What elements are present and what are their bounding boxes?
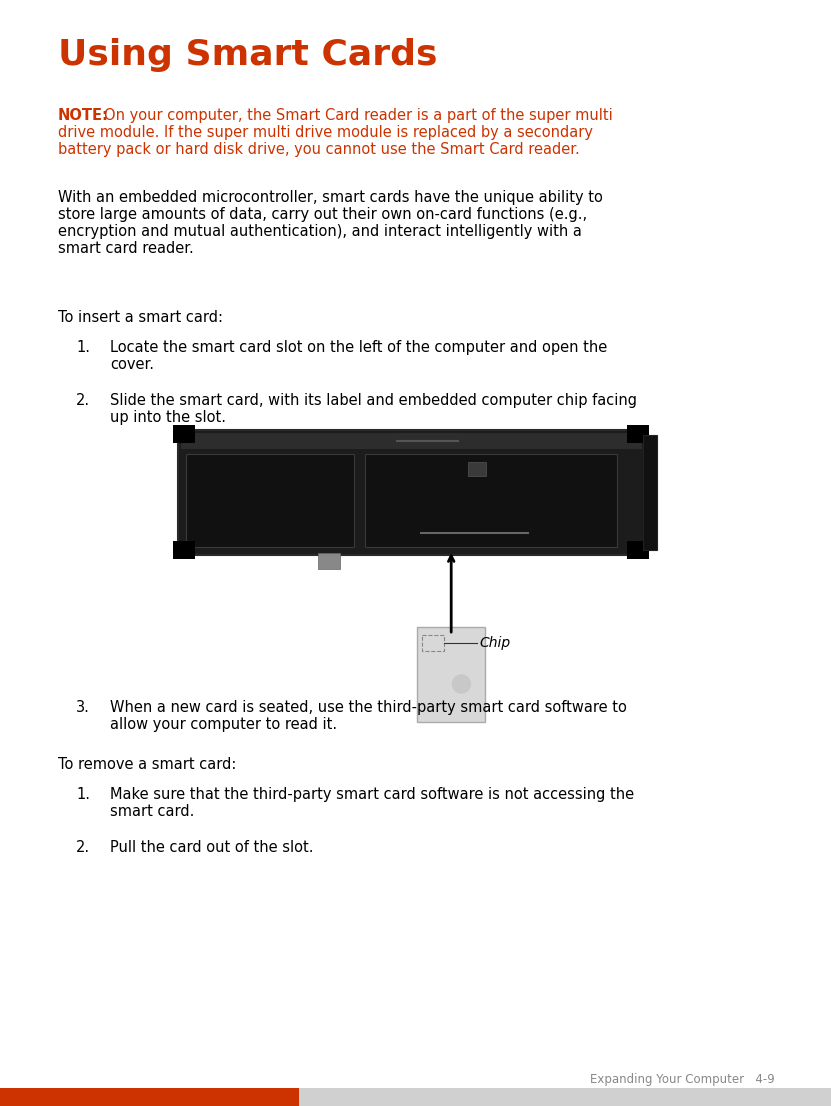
Text: drive module. If the super multi drive module is replaced by a secondary: drive module. If the super multi drive m…: [58, 125, 593, 140]
Text: 2.: 2.: [76, 839, 90, 855]
Bar: [0, 1088, 299, 1106]
Text: Chip: Chip: [479, 636, 510, 650]
Bar: [627, 541, 649, 559]
Text: cover.: cover.: [110, 357, 154, 372]
Bar: [365, 453, 617, 547]
Text: Using Smart Cards: Using Smart Cards: [58, 38, 437, 72]
Text: With an embedded microcontroller, smart cards have the unique ability to: With an embedded microcontroller, smart …: [58, 190, 602, 205]
Bar: [181, 434, 642, 449]
Bar: [627, 425, 649, 444]
Text: smart card.: smart card.: [110, 804, 194, 820]
Bar: [422, 635, 445, 651]
Text: To remove a smart card:: To remove a smart card:: [58, 757, 236, 772]
Bar: [318, 553, 340, 568]
Text: Slide the smart card, with its label and embedded computer chip facing: Slide the smart card, with its label and…: [110, 393, 637, 408]
Circle shape: [452, 675, 470, 693]
Bar: [173, 425, 195, 444]
Bar: [299, 1088, 831, 1106]
Text: When a new card is seated, use the third-party smart card software to: When a new card is seated, use the third…: [110, 700, 627, 714]
Bar: [173, 541, 195, 559]
Text: Locate the smart card slot on the left of the computer and open the: Locate the smart card slot on the left o…: [110, 340, 607, 355]
Text: battery pack or hard disk drive, you cannot use the Smart Card reader.: battery pack or hard disk drive, you can…: [58, 142, 580, 157]
Bar: [468, 462, 485, 476]
Text: 1.: 1.: [76, 787, 90, 802]
Text: Make sure that the third-party smart card software is not accessing the: Make sure that the third-party smart car…: [110, 787, 634, 802]
Text: encryption and mutual authentication), and interact intelligently with a: encryption and mutual authentication), a…: [58, 225, 582, 239]
Text: store large amounts of data, carry out their own on-card functions (e.g.,: store large amounts of data, carry out t…: [58, 207, 588, 222]
Bar: [178, 430, 645, 555]
Text: Expanding Your Computer   4-9: Expanding Your Computer 4-9: [590, 1073, 775, 1086]
Text: up into the slot.: up into the slot.: [110, 410, 226, 425]
Bar: [186, 453, 354, 547]
Text: NOTE:: NOTE:: [58, 108, 109, 123]
Text: On your computer, the Smart Card reader is a part of the super multi: On your computer, the Smart Card reader …: [104, 108, 612, 123]
Bar: [643, 435, 657, 550]
Bar: [417, 627, 485, 722]
Text: allow your computer to read it.: allow your computer to read it.: [110, 717, 337, 732]
Text: smart card reader.: smart card reader.: [58, 241, 194, 255]
Text: To insert a smart card:: To insert a smart card:: [58, 310, 223, 325]
Text: 2.: 2.: [76, 393, 90, 408]
Text: 3.: 3.: [76, 700, 90, 714]
Text: 1.: 1.: [76, 340, 90, 355]
Text: Pull the card out of the slot.: Pull the card out of the slot.: [110, 839, 313, 855]
